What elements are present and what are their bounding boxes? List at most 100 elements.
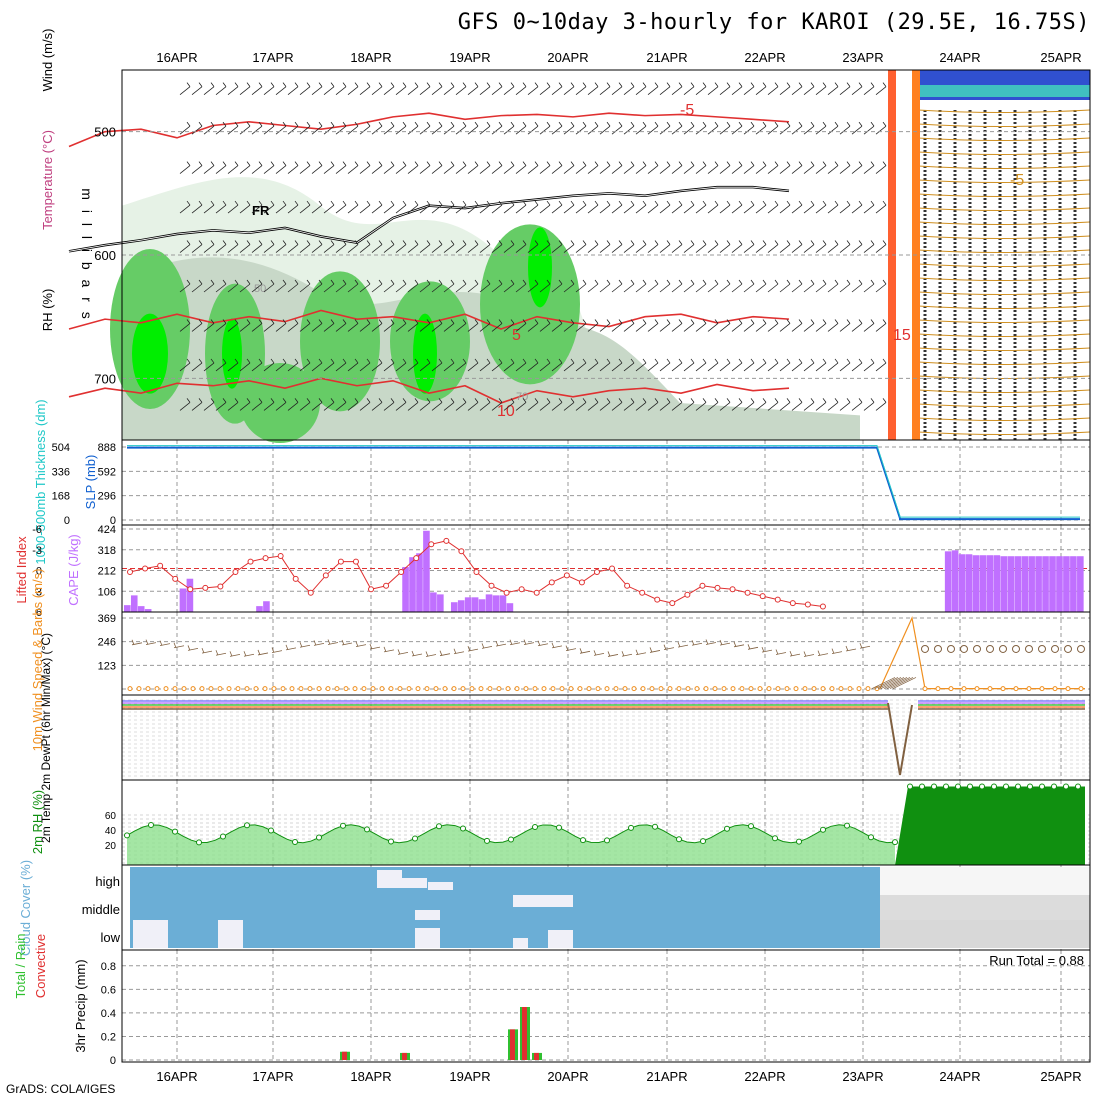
li-point xyxy=(518,586,525,593)
wind-barb xyxy=(419,121,431,135)
freezing-label: FR xyxy=(252,203,270,218)
contour-label: 10 xyxy=(497,403,515,420)
wind-barb xyxy=(239,240,251,253)
rh2m-point xyxy=(268,827,274,834)
wind-barb xyxy=(695,200,707,214)
wind10m-barb xyxy=(803,651,815,657)
wind-barb xyxy=(299,319,311,332)
slp-tick: 296 xyxy=(98,491,116,503)
top-date-label: 16APR xyxy=(156,50,197,65)
wind-barb xyxy=(671,121,683,135)
li-point xyxy=(488,582,495,589)
wind-barb xyxy=(215,398,227,411)
wind-barb xyxy=(479,319,491,332)
wind-barb xyxy=(179,279,191,293)
wind-barb xyxy=(527,240,539,253)
wind-barb xyxy=(503,200,515,214)
wind-speed-point xyxy=(424,686,430,692)
wind-barb xyxy=(479,279,491,293)
wind-barb xyxy=(383,240,395,253)
wind-barb xyxy=(575,240,587,253)
precip-conv-bar xyxy=(510,1029,515,1060)
wind-barb xyxy=(551,121,563,135)
wind-barb xyxy=(707,319,719,332)
wind-hatch xyxy=(877,677,902,689)
wind-speed-point xyxy=(784,686,790,692)
wind10m-side-labels: 10m Wind Speed & Barbs (m/s) xyxy=(30,569,45,752)
wind-barb xyxy=(707,240,719,253)
li-point xyxy=(503,589,510,596)
wind-barb xyxy=(743,319,755,332)
wind-barb xyxy=(851,200,863,214)
wind-hatch xyxy=(889,677,914,689)
rh2m-point xyxy=(1075,783,1081,790)
rh2m-point xyxy=(868,834,874,841)
li-point xyxy=(277,553,284,560)
wind-speed-point xyxy=(568,686,574,692)
wind-speed-point xyxy=(307,686,313,692)
wind-barb xyxy=(635,279,647,293)
wind-barb xyxy=(419,161,431,174)
wind-barb xyxy=(563,279,575,293)
wind-barb xyxy=(767,358,779,372)
wind-barb xyxy=(647,121,659,135)
top-date-label: 19APR xyxy=(449,50,490,65)
wind-barb xyxy=(215,358,227,372)
footer-credit: GrADS: COLA/IGES xyxy=(6,1082,116,1096)
wind-barb xyxy=(179,398,191,411)
wind-barb xyxy=(875,358,887,372)
wind-barb xyxy=(335,398,347,411)
rh2m-point xyxy=(532,824,538,831)
wind-barb xyxy=(215,279,227,293)
wind-barb xyxy=(323,319,335,332)
wind-barb xyxy=(755,279,767,293)
wind-speed-point xyxy=(397,686,403,692)
wind-barb xyxy=(515,200,527,214)
wind-barb xyxy=(323,200,335,214)
wind-speed-point xyxy=(298,686,304,692)
wind-barb xyxy=(431,358,443,372)
rh2m-point xyxy=(172,828,178,835)
wind-barb xyxy=(383,200,395,214)
wind-barb xyxy=(227,161,239,174)
wind10m-barb xyxy=(789,650,801,657)
cape-bar xyxy=(492,595,500,612)
cape-tick: 212 xyxy=(98,566,116,578)
wind-barb xyxy=(791,82,803,95)
wind-barb xyxy=(179,82,191,95)
wind-barb xyxy=(335,82,347,95)
wind-barb xyxy=(563,358,575,372)
wind-barb xyxy=(527,161,539,174)
wind-barb xyxy=(671,319,683,332)
wind-barb xyxy=(371,200,383,214)
wind-calm-point xyxy=(921,644,929,653)
wind-speed-point xyxy=(757,686,763,692)
cape-bar xyxy=(993,555,1001,612)
rh2m-point xyxy=(943,783,949,790)
cape-bar xyxy=(1049,556,1056,612)
wind-barb xyxy=(227,82,239,95)
wind10m-barb xyxy=(467,646,479,652)
li-point xyxy=(232,568,239,575)
wind-barb xyxy=(419,240,431,253)
wind-barb xyxy=(431,240,443,253)
wind10m-barb xyxy=(341,639,353,646)
li-point xyxy=(578,579,585,586)
top-date-label: 17APR xyxy=(252,50,293,65)
cape-bar xyxy=(972,555,980,612)
wind-barb xyxy=(743,358,755,372)
panel-frame xyxy=(121,439,1091,526)
wind-speed-point xyxy=(838,686,844,692)
li-point xyxy=(669,600,676,607)
wind-barb xyxy=(779,200,791,214)
wind-speed-point xyxy=(1078,686,1084,692)
wind10m-barb xyxy=(523,639,535,646)
wind-barb xyxy=(671,240,683,253)
wind-barb xyxy=(191,121,203,135)
wind-barb xyxy=(239,121,251,135)
cape-bar xyxy=(263,601,270,612)
cape-bar xyxy=(256,606,263,612)
wind-barb xyxy=(515,82,527,95)
li-point xyxy=(428,541,435,548)
wind-barb xyxy=(659,121,671,135)
